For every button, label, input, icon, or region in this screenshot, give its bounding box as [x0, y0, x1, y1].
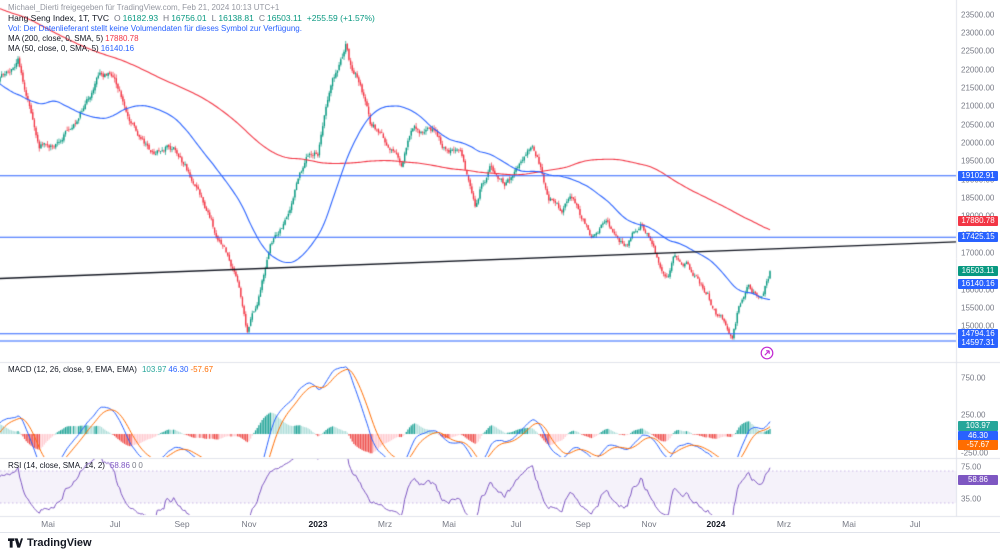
- price-tick-label: 23000.00: [961, 28, 995, 38]
- macd-label: MACD (12, 26, close, 9, EMA, EMA): [8, 365, 137, 374]
- macd-tick-label: -250.00: [961, 448, 989, 458]
- time-axis-label: Mai: [842, 519, 856, 529]
- macd-axis-badge: -57.67: [958, 440, 998, 451]
- time-axis-label: Mai: [41, 519, 55, 529]
- price-tick-label: 17000.00: [961, 248, 995, 258]
- rsi-extra-value-2: 0: [138, 461, 143, 470]
- low-label: L: [211, 13, 217, 23]
- time-axis-label: 2023: [308, 519, 328, 529]
- macd-signal-value: -57.67: [190, 365, 214, 374]
- tradingview-logo[interactable]: TradingView: [8, 537, 92, 549]
- time-axis-label: Mrz: [377, 519, 393, 529]
- time-axis-label: Nov: [641, 519, 657, 529]
- volume-note[interactable]: Vol: Der Datenlieferant stellt keine Vol…: [8, 24, 302, 33]
- rsi-legend[interactable]: RSI (14, close, SMA, 14, 2) 58.86 0 0: [8, 461, 143, 470]
- ma50-label: MA (50, close, 0, SMA, 5): [8, 43, 99, 53]
- ma50-value: 16140.16: [100, 43, 135, 53]
- price-tick-label: 20500.00: [961, 120, 995, 130]
- rsi-axis-badge: 58.86: [958, 474, 998, 485]
- price-tick-label: 23500.00: [961, 10, 995, 20]
- time-axis-label: Nov: [241, 519, 257, 529]
- price-axis-badge: 14794.16: [958, 328, 998, 339]
- circular-arrow-icon[interactable]: [760, 346, 774, 360]
- open-value: 16182.93: [122, 13, 159, 23]
- time-axis-label: Sep: [174, 519, 190, 529]
- time-axis-label: Sep: [575, 519, 591, 529]
- price-tick-label: 20000.00: [961, 138, 995, 148]
- time-axis-label: Jul: [510, 519, 522, 529]
- price-tick-label: 15500.00: [961, 303, 995, 313]
- macd-axis-badge: 46.30: [958, 430, 998, 441]
- low-value: 16138.81: [218, 13, 254, 23]
- attribution-text: Michael_Dierti freigegeben für TradingVi…: [8, 3, 280, 12]
- ma200-label: MA (200, close, 0, SMA, 5): [8, 33, 104, 43]
- price-axis-badge: 17880.78: [958, 215, 998, 226]
- ma200-value: 17880.78: [105, 33, 139, 43]
- footer-bar: TradingView: [0, 532, 1000, 551]
- time-axis-label: Mai: [442, 519, 456, 529]
- price-tick-label: 18500.00: [961, 193, 995, 203]
- price-axis-badge: 16140.16: [958, 279, 998, 290]
- time-axis-label: Jul: [909, 519, 921, 529]
- close-value: 16503.11: [266, 13, 302, 23]
- price-axis-badge: 14597.31: [958, 338, 998, 349]
- time-axis-label: 2024: [706, 519, 726, 529]
- time-axis-label: Mrz: [776, 519, 792, 529]
- price-axis-badge: 19102.91: [958, 170, 998, 181]
- macd-hist-value: 103.97: [141, 365, 167, 374]
- high-label: H: [163, 13, 170, 23]
- rsi-extra-value-1: 0: [131, 461, 137, 470]
- macd-line-value: 46.30: [168, 365, 189, 374]
- tradingview-logo-icon: [8, 537, 23, 548]
- symbol-title: Hang Seng Index, 1T, TVC: [8, 13, 109, 23]
- time-axis-label: Jul: [109, 519, 121, 529]
- rsi-tick-label: 35.00: [961, 494, 982, 504]
- macd-legend[interactable]: MACD (12, 26, close, 9, EMA, EMA) 103.97…: [8, 365, 213, 374]
- rsi-label: RSI (14, close, SMA, 14, 2): [8, 461, 105, 470]
- high-value: 16756.01: [171, 13, 207, 23]
- macd-tick-label: 250.00: [961, 410, 986, 420]
- price-tick-label: 22500.00: [961, 46, 995, 56]
- tradingview-logo-text: TradingView: [27, 536, 92, 549]
- price-tick-label: 16000.00: [961, 285, 995, 295]
- price-tick-label: 15000.00: [961, 321, 995, 331]
- macd-tick-label: 750.00: [961, 373, 986, 383]
- price-tick-label: 19500.00: [961, 156, 995, 166]
- price-tick-label: 21500.00: [961, 83, 995, 93]
- volume-note-text: Vol: Der Datenlieferant stellt keine Vol…: [8, 23, 302, 33]
- price-tick-label: 22000.00: [961, 65, 995, 75]
- open-label: O: [113, 13, 121, 23]
- ma200-legend[interactable]: MA (200, close, 0, SMA, 5) 17880.78: [8, 34, 139, 43]
- symbol-legend[interactable]: Hang Seng Index, 1T, TVC O 16182.93 H 16…: [8, 13, 375, 23]
- price-tick-label: 21000.00: [961, 101, 995, 111]
- macd-axis-badge: 103.97: [958, 421, 998, 432]
- ma50-legend[interactable]: MA (50, close, 0, SMA, 5) 16140.16: [8, 44, 134, 53]
- change-value: +255.59 (+1.57%): [306, 13, 375, 23]
- rsi-value: 58.86: [109, 461, 130, 470]
- rsi-tick-label: 75.00: [961, 462, 982, 472]
- price-axis-badge: 16503.11: [958, 266, 998, 277]
- price-axis-badge: 17425.15: [958, 232, 998, 243]
- close-label: C: [258, 13, 265, 23]
